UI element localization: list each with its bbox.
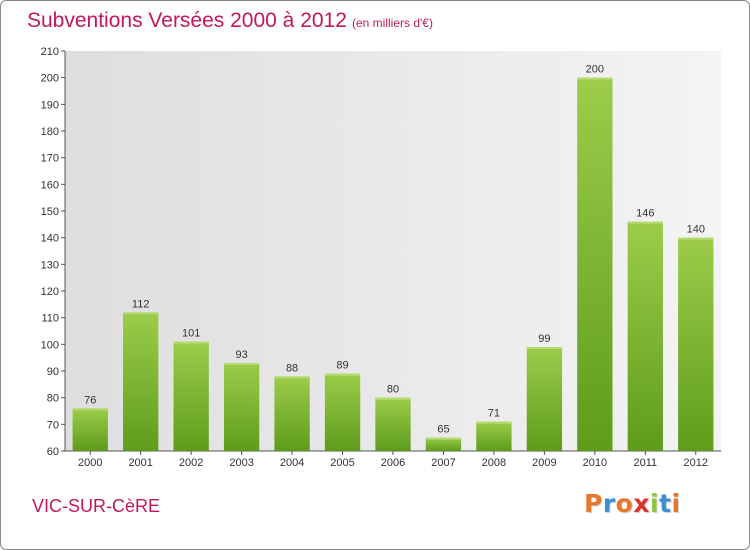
bar-top-highlight (425, 437, 462, 440)
y-tick-label: 70 (47, 419, 59, 431)
bar-top-highlight (577, 77, 613, 80)
logo-letter: t (659, 489, 672, 518)
bar (577, 77, 613, 452)
bar-value-label: 146 (636, 208, 654, 220)
y-tick-label: 200 (41, 73, 59, 85)
bar-top-highlight (72, 408, 108, 411)
bars-group: 76 112 101 93 88 89 80 65 71 99 200 146 140 (72, 64, 714, 452)
bar (375, 397, 411, 451)
y-tick-label: 180 (41, 126, 59, 138)
y-tick-label: 100 (41, 339, 59, 351)
bar (627, 221, 663, 451)
bar-value-label: 71 (488, 408, 500, 420)
bar (324, 373, 361, 451)
logo-letter: o (615, 489, 634, 518)
commune-name: VIC-SUR-CèRE (32, 496, 161, 516)
bar-top-highlight (526, 347, 563, 349)
y-tick-label: 60 (47, 446, 59, 458)
bar-top-highlight (678, 237, 714, 240)
bar-value-label: 93 (235, 349, 247, 361)
x-tick-label: 2000 (78, 457, 102, 469)
x-tick-label: 2006 (381, 457, 405, 469)
y-tick-label: 80 (47, 393, 59, 405)
y-tick-label: 150 (41, 206, 59, 218)
x-tick-label: 2009 (532, 457, 556, 469)
bar-value-label: 89 (336, 360, 348, 372)
bar (678, 237, 714, 451)
y-tick-label: 190 (41, 99, 59, 111)
bar-top-highlight (627, 221, 663, 224)
bar (173, 341, 209, 451)
logo-letter: P (584, 489, 603, 518)
logo-letter: i (650, 489, 660, 518)
x-tick-label: 2004 (280, 457, 304, 469)
bar-top-highlight (476, 421, 512, 424)
bar (72, 408, 108, 451)
bar-top-highlight (274, 376, 310, 379)
x-tick-label: 2003 (229, 457, 253, 469)
bar (425, 437, 462, 451)
bar-value-label: 101 (182, 328, 200, 340)
bar-top-highlight (173, 341, 209, 344)
x-tick-label: 2001 (128, 457, 152, 469)
bar (274, 376, 310, 451)
logo-letter: i (671, 489, 681, 518)
bar-value-label: 88 (286, 362, 298, 374)
bar-value-label: 140 (687, 224, 705, 236)
bar (476, 421, 512, 451)
bar-top-highlight (324, 373, 361, 376)
x-tick-label: 2008 (482, 457, 506, 469)
bar-top-highlight (375, 397, 411, 400)
bar-top-highlight (123, 312, 159, 315)
x-axis: 2000 2001 2002 2003 2004 2005 2006 2007 2008 2009… (65, 450, 721, 469)
bar (223, 363, 260, 451)
bar-value-label: 76 (84, 394, 96, 406)
bar-top-highlight (223, 363, 260, 365)
x-tick-label: 2012 (684, 457, 708, 469)
logo-letter: x (633, 489, 650, 518)
y-tick-label: 210 (41, 46, 59, 58)
x-tick-label: 2005 (330, 457, 354, 469)
bar-value-label: 112 (132, 298, 150, 310)
y-axis: 60 70 80 90 100 110 120 130 140 150 160 170 180 190 20… (41, 46, 66, 458)
x-tick-label: 2007 (431, 457, 455, 469)
y-tick-label: 110 (41, 313, 59, 325)
x-tick-label: 2011 (633, 457, 657, 469)
x-tick-label: 2010 (583, 457, 607, 469)
x-tick-label: 2002 (179, 457, 203, 469)
bar-value-label: 99 (538, 333, 550, 345)
y-tick-label: 120 (41, 286, 59, 298)
chart-title: Subventions Versées 2000 à 2012 (27, 9, 347, 32)
y-tick-label: 170 (41, 153, 59, 165)
proxiti-logo[interactable]: Proxiti (584, 489, 681, 518)
y-tick-label: 90 (47, 366, 59, 378)
bar-value-label: 200 (586, 64, 604, 76)
y-tick-label: 160 (41, 179, 59, 191)
bar-value-label: 65 (437, 424, 449, 436)
chart-subtitle: (en milliers d'€) (352, 16, 433, 30)
bar (123, 312, 159, 451)
bar (526, 347, 563, 451)
logo-letter: r (602, 489, 616, 518)
y-tick-label: 130 (41, 259, 59, 271)
bar-value-label: 80 (387, 384, 399, 396)
y-tick-label: 140 (41, 233, 59, 245)
